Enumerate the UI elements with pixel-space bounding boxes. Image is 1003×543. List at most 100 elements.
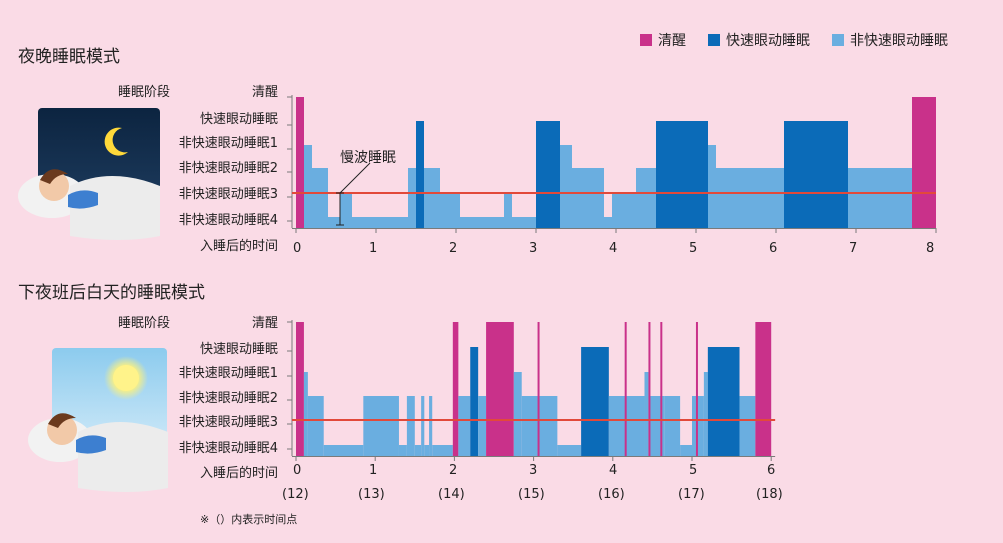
- day-stage-4: 非快速眼动睡眠3: [178, 415, 278, 430]
- day-xtick-0: 0: [293, 463, 302, 478]
- stage-bar: [303, 372, 308, 456]
- night-stage-3: 非快速眼动睡眠2: [178, 161, 278, 176]
- stage-bar: [572, 168, 604, 228]
- stage-bar: [512, 217, 536, 228]
- day-timepoint-0: (12): [282, 487, 309, 502]
- stage-bar: [398, 445, 407, 456]
- stage-bar: [296, 322, 304, 456]
- day-chart-title: 下夜班后白天的睡眠模式: [18, 283, 205, 303]
- day-timepoint-3: (15): [518, 487, 545, 502]
- slow-wave-annotation: 慢波睡眠: [340, 150, 396, 166]
- stage-bar: [560, 145, 572, 228]
- stage-bar: [421, 396, 425, 456]
- day-stage-5: 非快速眼动睡眠4: [178, 441, 278, 456]
- stage-bar: [612, 193, 636, 228]
- stage-bar: [478, 396, 487, 456]
- stage-bar: [340, 193, 352, 228]
- night-xtick-1: 1: [369, 241, 378, 256]
- stage-bar: [636, 168, 656, 228]
- day-timepoint-6: (18): [756, 487, 783, 502]
- night-stage-5: 非快速眼动睡眠4: [178, 213, 278, 228]
- night-xlabel: 入睡后的时间: [199, 239, 278, 254]
- day-timepoint-2: (14): [438, 487, 465, 502]
- stage-bar: [323, 445, 364, 456]
- stage-bar: [458, 396, 471, 456]
- stage-bar: [312, 168, 328, 228]
- day-timepoint-1: (13): [358, 487, 385, 502]
- stage-bar: [755, 322, 772, 456]
- stage-bar: [703, 372, 708, 456]
- stage-bar: [707, 347, 740, 456]
- night-xtick-0: 0: [293, 241, 302, 256]
- legend: 清醒 快速眼动睡眠 非快速眼动睡眠: [640, 30, 970, 50]
- stage-bar: [486, 322, 514, 456]
- day-stage-1: 快速眼动睡眠: [199, 342, 278, 357]
- day-ylabel: 睡眠阶段: [117, 316, 170, 331]
- stage-bar: [424, 445, 430, 456]
- stage-bar: [470, 347, 479, 456]
- night-xtick-7: 7: [849, 241, 858, 256]
- stage-bar: [680, 445, 692, 456]
- stage-bar: [432, 445, 453, 456]
- stage-bar: [452, 322, 459, 456]
- stage-bar: [708, 145, 716, 228]
- awake-spike: [624, 322, 627, 456]
- day-stage-0: 清醒: [251, 316, 278, 331]
- legend-nrem-label: 非快速眼动睡眠: [850, 33, 948, 49]
- stage-bar: [296, 97, 304, 228]
- stage-bar: [716, 168, 784, 228]
- night-xtick-5: 5: [689, 241, 698, 256]
- stage-bar: [644, 372, 649, 456]
- stage-bar: [414, 445, 422, 456]
- night-stage-1: 快速眼动睡眠: [199, 112, 278, 127]
- night-stage-0: 清醒: [251, 85, 278, 100]
- legend-rem: 快速眼动睡眠: [708, 30, 810, 50]
- day-xtick-3: 3: [529, 463, 538, 478]
- legend-nrem-swatch: [832, 34, 844, 46]
- awake-spike: [695, 322, 698, 456]
- day-timepoint-5: (17): [678, 487, 705, 502]
- stage-bar: [328, 217, 340, 228]
- night-xtick-3: 3: [529, 241, 538, 256]
- awake-spike: [537, 322, 540, 456]
- stage-bar: [429, 396, 433, 456]
- day-chart: [287, 320, 776, 461]
- awake-spike: [660, 322, 663, 456]
- day-timepoint-4: (16): [598, 487, 625, 502]
- night-xtick-6: 6: [769, 241, 778, 256]
- stage-bar: [848, 168, 912, 228]
- legend-awake-swatch: [640, 34, 652, 46]
- day-xtick-5: 5: [689, 463, 698, 478]
- stage-bar: [536, 121, 560, 228]
- stage-bar: [304, 145, 312, 228]
- stage-bar: [739, 396, 756, 456]
- stage-bar: [406, 396, 415, 456]
- stage-bar: [784, 121, 848, 228]
- stage-bar: [912, 97, 936, 228]
- night-xtick-2: 2: [449, 241, 458, 256]
- day-xtick-4: 4: [609, 463, 618, 478]
- night-chart: [287, 95, 937, 233]
- day-xtick-6: 6: [767, 463, 776, 478]
- night-stage-4: 非快速眼动睡眠3: [178, 187, 278, 202]
- day-sleeper-illustration: [28, 348, 168, 492]
- stage-bar: [440, 193, 460, 228]
- legend-awake-label: 清醒: [658, 33, 686, 49]
- stage-bar: [408, 168, 416, 228]
- stage-bar: [363, 396, 399, 456]
- awake-spike: [648, 322, 651, 456]
- stage-bar: [504, 193, 512, 228]
- stage-bar: [664, 396, 681, 456]
- day-xtick-1: 1: [369, 463, 378, 478]
- night-chart-title: 夜晚睡眠模式: [18, 47, 120, 67]
- day-xtick-2: 2: [449, 463, 458, 478]
- stage-bar: [460, 217, 504, 228]
- stage-bar: [656, 121, 708, 228]
- legend-nrem: 非快速眼动睡眠: [832, 30, 948, 50]
- stage-bar: [307, 396, 324, 456]
- legend-rem-swatch: [708, 34, 720, 46]
- moon-icon: [104, 127, 128, 156]
- stage-bar: [581, 347, 609, 456]
- night-ylabel: 睡眠阶段: [117, 85, 170, 100]
